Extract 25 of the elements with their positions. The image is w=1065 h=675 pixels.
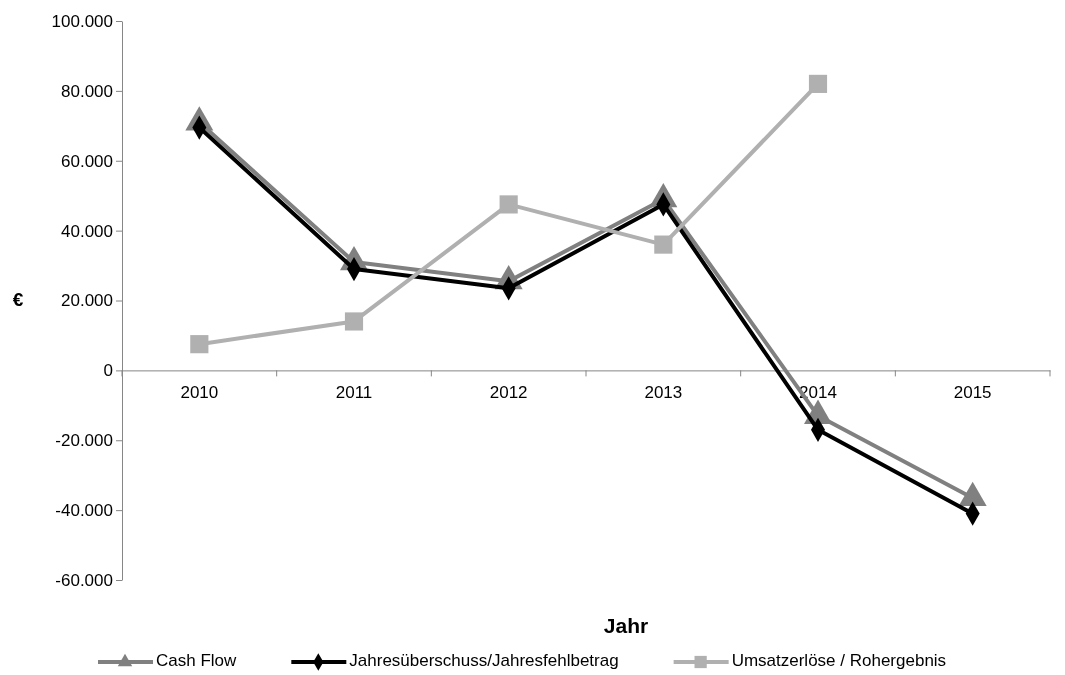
- point: [344, 312, 364, 331]
- y-tick-label: -60.000: [55, 570, 113, 590]
- point: [190, 335, 209, 354]
- y-tick-label: -20.000: [55, 431, 113, 451]
- x-axis-title: Jahr: [603, 614, 649, 637]
- x-tick-label: 2012: [489, 383, 528, 403]
- y-tick-label: -40.000: [55, 501, 113, 521]
- legend-label: Umsatzerlöse / Rohergebnis: [731, 651, 947, 671]
- x-tick-label: 2015: [953, 383, 992, 403]
- y-tick-label: 0: [103, 361, 113, 381]
- x-tick-label: 2011: [335, 383, 373, 403]
- legend-label: Cash Flow: [156, 651, 238, 671]
- y-tick-label: 60.000: [61, 151, 113, 171]
- x-tick-label: 2010: [180, 383, 219, 403]
- y-tick-label: 40.000: [61, 221, 113, 241]
- y-tick-label: 20.000: [61, 291, 113, 311]
- point: [654, 235, 673, 254]
- point: [808, 74, 828, 93]
- point: [499, 195, 518, 214]
- x-tick-label: 2014: [799, 383, 837, 403]
- legend-label: Jahresüberschuss/Jahresfehlbetrag: [349, 651, 619, 671]
- x-tick-label: 2013: [644, 383, 683, 403]
- y-tick-label: 100.000: [51, 11, 113, 31]
- y-axis-title: €: [12, 288, 24, 310]
- y-tick-label: 80.000: [61, 81, 113, 101]
